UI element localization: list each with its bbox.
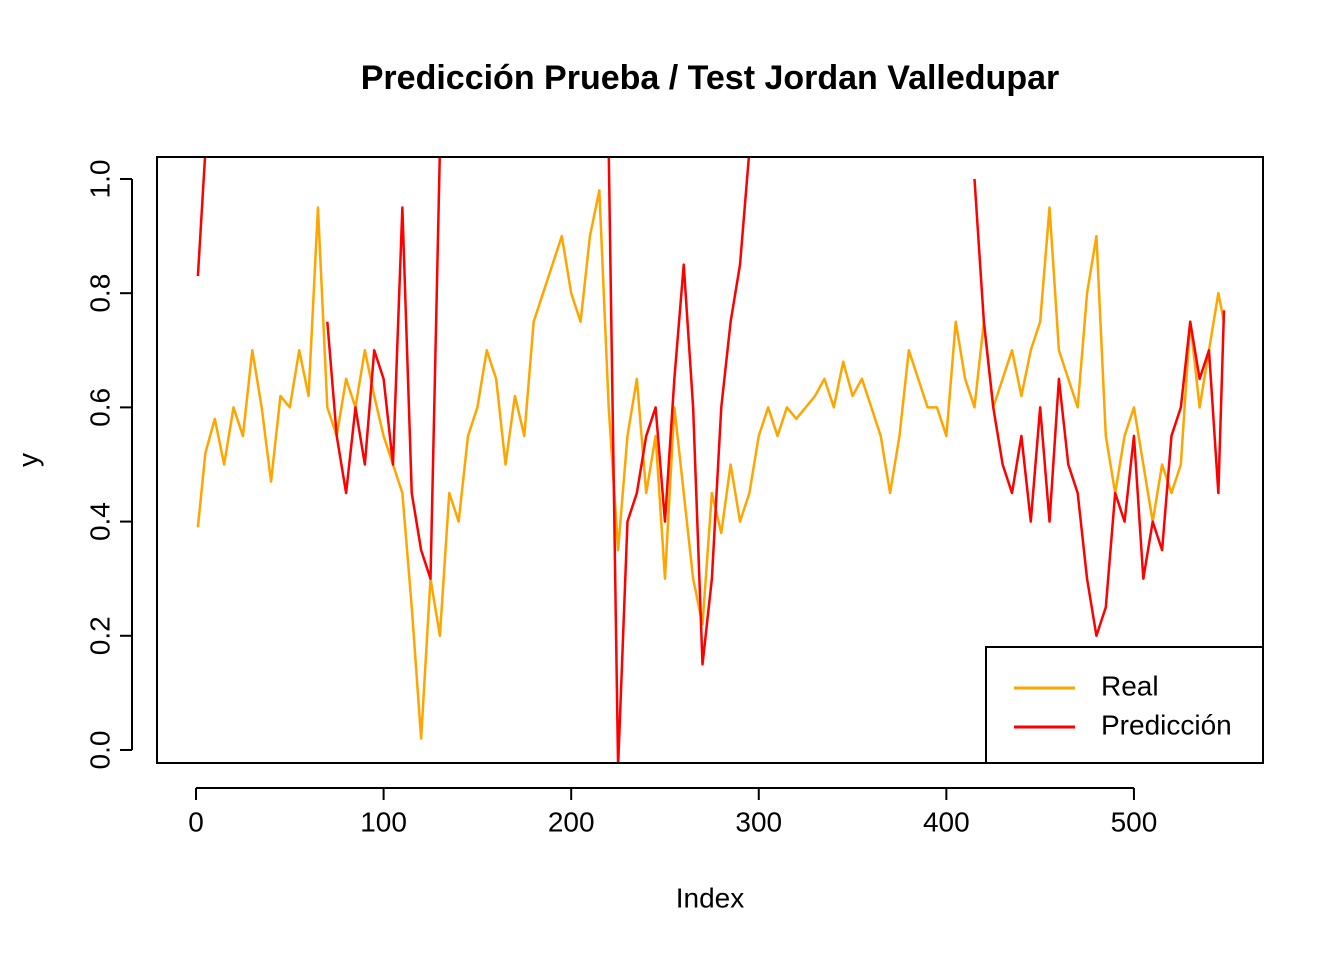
y-tick-label: 0.8 <box>84 274 115 313</box>
y-tick-label: 0.4 <box>84 502 115 541</box>
legend-box <box>985 646 1264 764</box>
x-tick-label: 100 <box>360 806 407 837</box>
y-tick-label: 1.0 <box>84 160 115 199</box>
plot-area <box>196 157 1226 763</box>
plot-frame <box>156 156 1264 764</box>
x-tick-label: 300 <box>735 806 782 837</box>
y-tick-label: 0.0 <box>84 731 115 770</box>
y-tick-label: 0.6 <box>84 388 115 427</box>
x-tick-label: 400 <box>923 806 970 837</box>
y-tick-label: 0.2 <box>84 616 115 655</box>
legend-label: Real <box>1101 670 1159 701</box>
x-tick-label: 0 <box>188 806 204 837</box>
series-line <box>196 189 1226 740</box>
chart-title: Predicción Prueba / Test Jordan Valledup… <box>361 59 1059 97</box>
y-axis-label: y <box>12 453 43 467</box>
x-axis-label: Index <box>676 882 745 913</box>
x-tick-label: 200 <box>548 806 595 837</box>
x-tick-label: 500 <box>1111 806 1158 837</box>
series-line <box>196 157 1226 763</box>
legend-label: Predicción <box>1101 709 1232 740</box>
